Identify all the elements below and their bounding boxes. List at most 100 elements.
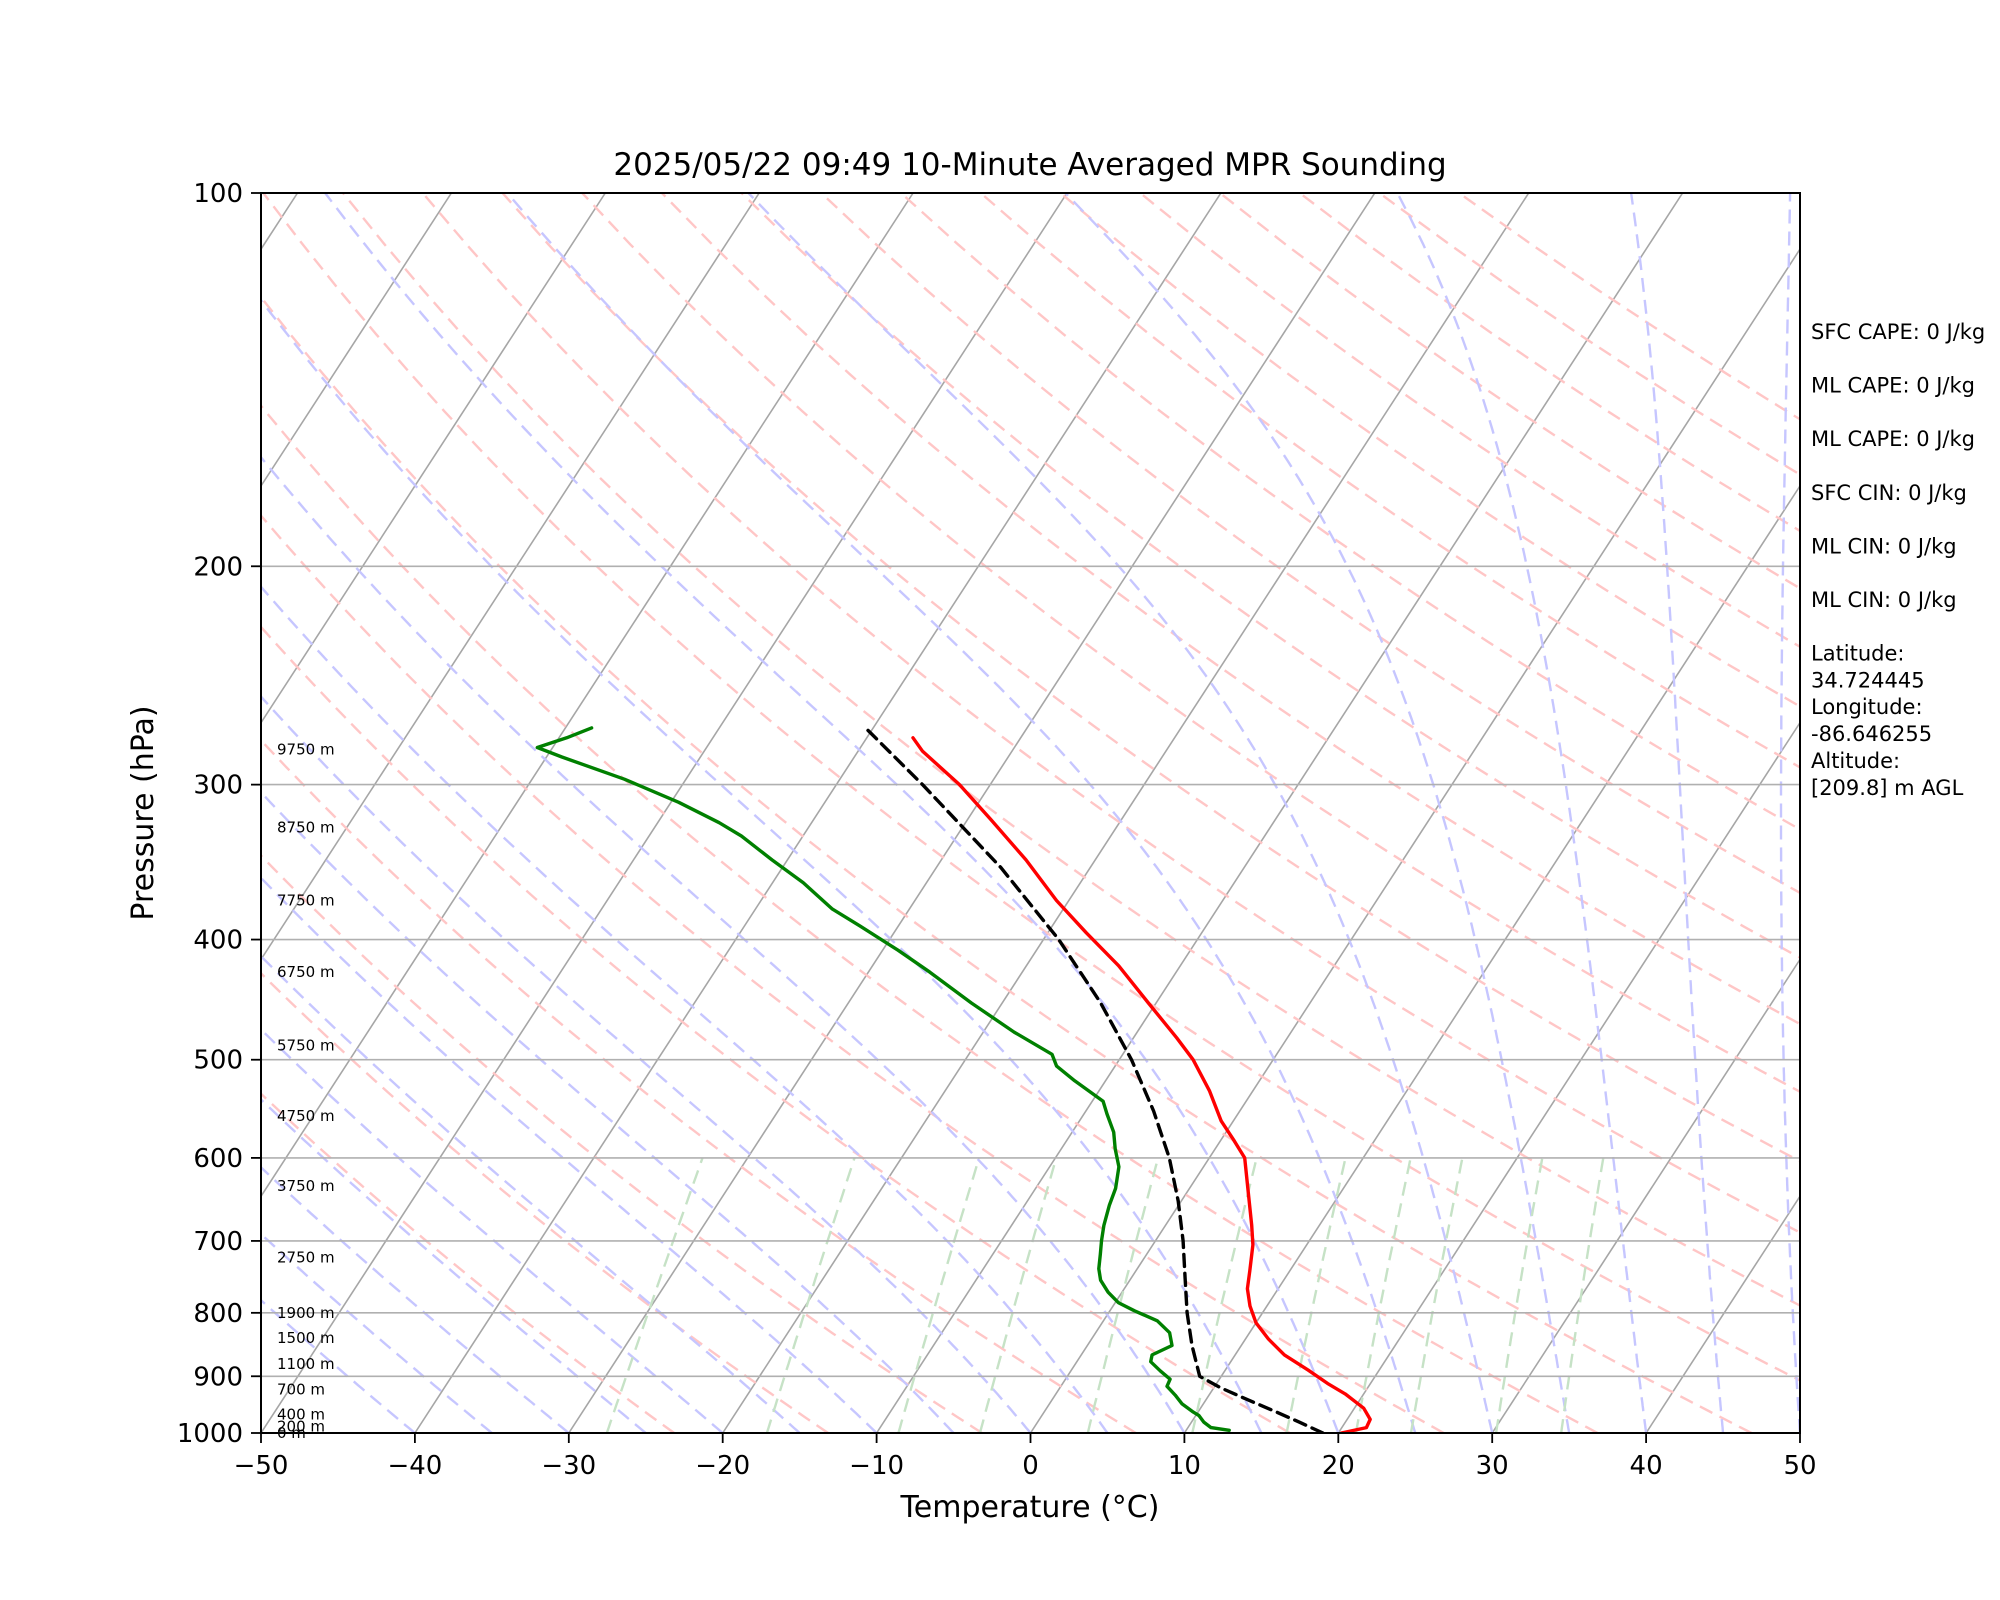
moist-adiabat-line [506, 193, 1417, 1433]
dry-adiabat-line [261, 403, 1599, 1433]
x-tick-label: 20 [1322, 1451, 1355, 1481]
info-line: ML CIN: 0 J/kg [1811, 588, 1957, 612]
height-label: 4750 m [277, 1107, 335, 1125]
y-tick-label: 100 [193, 179, 243, 209]
isotherm-line [261, 193, 453, 488]
dry-adiabat-line [261, 853, 983, 1433]
info-line-value: [209.8] m AGL [1811, 776, 1964, 800]
dry-adiabat-line [261, 738, 1137, 1433]
dry-adiabat-line [262, 193, 1800, 1382]
info-line: ML CAPE: 0 J/kg [1811, 427, 1975, 451]
chart-title: 2025/05/22 09:49 10-Minute Averaged MPR … [613, 147, 1446, 183]
dewpoint-profile-line [535, 726, 1231, 1433]
isotherm-line [1491, 957, 1800, 1433]
moist-adiabat-line [324, 193, 1340, 1433]
dry-adiabat-line [581, 193, 1800, 1094]
mixing-ratio-line [978, 1157, 1058, 1433]
background-lines [261, 193, 1800, 1433]
dry-adiabat-line [261, 1092, 675, 1433]
isotherm-line [722, 193, 1530, 1433]
height-label: 8750 m [277, 819, 335, 837]
isotherm-line [875, 193, 1684, 1433]
moist-adiabat-line [261, 1232, 493, 1433]
info-line: ML CAPE: 0 J/kg [1811, 374, 1975, 398]
x-tick-label: −50 [234, 1451, 289, 1481]
isotherm-line [261, 193, 606, 725]
height-label: 3750 m [277, 1177, 335, 1195]
dry-adiabat-line [979, 193, 1800, 769]
height-label: 200 m [277, 1417, 325, 1435]
height-label: 5750 m [277, 1037, 335, 1055]
y-tick-label: 800 [193, 1299, 243, 1329]
moist-adiabat-line [747, 193, 1494, 1433]
dry-adiabat-line [342, 193, 1800, 1307]
temperature-profile-line [911, 736, 1372, 1433]
isotherm-line [261, 193, 914, 1198]
x-tick-label: 50 [1783, 1451, 1816, 1481]
y-tick-label: 400 [193, 926, 243, 956]
height-label: 700 m [277, 1380, 325, 1398]
height-label: 1500 m [277, 1329, 335, 1347]
dry-adiabat-line [661, 193, 1800, 1026]
height-label: 1900 m [277, 1304, 335, 1322]
info-line: SFC CAPE: 0 J/kg [1811, 320, 1985, 344]
moist-adiabat-line [261, 876, 878, 1433]
isotherm-line [261, 193, 760, 961]
moist-adiabat-line [261, 1165, 570, 1433]
x-tick-label: 40 [1630, 1451, 1663, 1481]
dry-adiabat-line [900, 193, 1800, 831]
dry-adiabat-line [820, 193, 1800, 895]
y-tick-label: 700 [193, 1227, 243, 1257]
moist-adiabat-line [1396, 193, 1648, 1433]
mixing-ratio-line [605, 1157, 704, 1433]
dry-adiabat-line [261, 295, 1753, 1433]
y-axis-ticks: 100 200 300 400 500 600 700 800 900 1000 [177, 179, 261, 1449]
y-tick-label: 200 [193, 552, 243, 582]
height-label: 0 m [277, 1424, 306, 1442]
moist-adiabat-line [261, 298, 1263, 1433]
info-line: ML CIN: 0 J/kg [1811, 534, 1957, 558]
dry-adiabat-line [421, 193, 1800, 1234]
info-line-value: 34.724445 [1811, 669, 1925, 693]
mixing-ratio-line [765, 1157, 856, 1433]
y-tick-label: 1000 [177, 1419, 243, 1449]
isotherm-line [1337, 721, 1800, 1433]
height-label: 9750 m [277, 740, 335, 758]
info-line-value: -86.646255 [1811, 722, 1932, 746]
height-label: 7750 m [277, 891, 335, 909]
dry-adiabat-line [501, 193, 1800, 1163]
x-axis-label: Temperature (°C) [900, 1490, 1160, 1525]
dry-adiabat-line [261, 971, 829, 1433]
x-tick-label: −20 [695, 1451, 750, 1481]
y-tick-label: 500 [193, 1046, 243, 1076]
data-series [535, 726, 1372, 1433]
parcel-profile-line [863, 726, 1325, 1433]
info-panel: SFC CAPE: 0 J/kg ML CAPE: 0 J/kg ML CAPE: … [1811, 320, 1985, 800]
isotherm-line [414, 193, 1222, 1433]
moist-adiabat-line [261, 1027, 724, 1433]
x-tick-label: −40 [387, 1451, 442, 1481]
info-line: SFC CIN: 0 J/kg [1811, 481, 1967, 505]
height-label: 2750 m [277, 1249, 335, 1267]
height-label: 400 m [277, 1405, 325, 1423]
moist-adiabat-line [1629, 193, 1725, 1433]
moist-adiabat-line [261, 455, 1186, 1433]
mixing-ratio-line [897, 1157, 981, 1433]
height-label: 1100 m [277, 1355, 335, 1373]
x-tick-label: −30 [541, 1451, 596, 1481]
moist-adiabat-line [261, 694, 1032, 1433]
isotherm-line [1029, 247, 1800, 1433]
isotherm-line [568, 193, 1376, 1433]
y-tick-label: 300 [193, 771, 243, 801]
x-axis-ticks: −50 −40 −30 −20 −10 0 10 20 30 40 50 [234, 1433, 1817, 1481]
info-line: Longitude: [1811, 695, 1923, 719]
height-label: 6750 m [277, 963, 335, 981]
moist-adiabat-line [261, 790, 955, 1433]
x-tick-label: 0 [1022, 1451, 1039, 1481]
info-line: Altitude: [1811, 749, 1900, 773]
x-tick-label: 10 [1168, 1451, 1201, 1481]
y-tick-label: 900 [193, 1362, 243, 1392]
x-tick-label: −10 [849, 1451, 904, 1481]
